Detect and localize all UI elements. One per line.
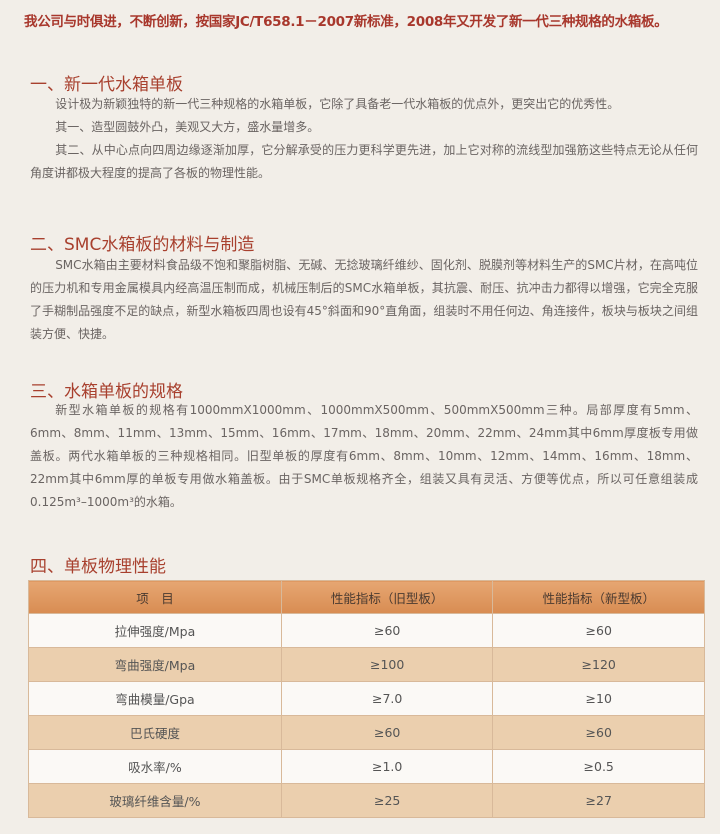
- table-cell: 弯曲模量/Gpa: [28, 681, 282, 716]
- table-cell: ≥10: [492, 681, 705, 716]
- paragraph: 新型水箱单板的规格有1000mmX1000mm、1000mmX500mm、500…: [30, 403, 698, 509]
- table-cell: 吸水率/%: [28, 749, 282, 784]
- header-cell: 性能指标（新型板）: [492, 580, 705, 614]
- header-cell: 项 目: [28, 580, 282, 614]
- table-cell: ≥7.0: [280, 681, 494, 716]
- table-row: 玻璃纤维含量/% ≥25 ≥27: [28, 783, 705, 818]
- table-header: 项 目性能指标（旧型板） 性能指标（新型板）: [28, 580, 705, 614]
- table-row: 吸水率/% ≥1.0 ≥0.5: [28, 749, 705, 784]
- section-body: SMC水箱由主要材料食品级不饱和聚脂树脂、无碱、无捻玻璃纤维纱、固化剂、脱膜剂等…: [30, 254, 698, 346]
- table-cell: ≥0.5: [492, 749, 705, 784]
- section-heading: 三、水箱单板的规格: [30, 382, 183, 402]
- table-cell: ≥60: [492, 613, 705, 648]
- table-cell: ≥25: [280, 783, 494, 818]
- table-cell: ≥60: [280, 613, 494, 648]
- table-cell: ≥27: [492, 783, 705, 818]
- table-cell: ≥1.0: [280, 749, 494, 784]
- table-cell: 拉伸强度/Mpa: [28, 613, 282, 648]
- table-cell: 巴氏硬度: [28, 715, 282, 750]
- header-cell: 性能指标（旧型板）: [280, 580, 494, 614]
- table-row: 拉伸强度/Mpa ≥60 ≥60: [28, 613, 705, 648]
- paragraph: 其一、造型圆鼓外凸，美观又大方，盛水量增多。: [55, 120, 320, 134]
- section-heading: 四、单板物理性能: [30, 557, 166, 577]
- table-cell: 弯曲强度/Mpa: [28, 647, 282, 682]
- table-cell: ≥60: [492, 715, 705, 750]
- table-cell: ≥120: [492, 647, 705, 682]
- table-cell: ≥100: [280, 647, 494, 682]
- paragraph: 其二、从中心点向四周边缘逐渐加厚，它分解承受的压力更科学更先进，加上它对称的流线…: [30, 143, 698, 180]
- property-table: 项 目性能指标（旧型板） 性能指标（新型板） 拉伸强度/Mpa ≥60 ≥60 弯曲强度/…: [28, 580, 705, 818]
- paragraph: 设计极为新颖独特的新一代三种规格的水箱单板，它除了具备老一代水箱板的优点外，更突…: [55, 97, 620, 111]
- section-body: 设计极为新颖独特的新一代三种规格的水箱单板，它除了具备老一代水箱板的优点外，更突…: [30, 93, 698, 185]
- paragraph: SMC水箱由主要材料食品级不饱和聚脂树脂、无碱、无捻玻璃纤维纱、固化剂、脱膜剂等…: [30, 258, 698, 341]
- section-heading: 二、SMC水箱板的材料与制造: [30, 235, 255, 255]
- table-row: 弯曲强度/Mpa ≥100 ≥120: [28, 647, 705, 682]
- section-body: 新型水箱单板的规格有1000mmX1000mm、1000mmX500mm、500…: [30, 399, 698, 514]
- intro: 我公司与时俱进，不断创新，按国家JC/T658.1－2007新标准，2008年又…: [24, 14, 668, 30]
- table-row: 巴氏硬度 ≥60 ≥60: [28, 715, 705, 750]
- section-heading: 一、新一代水箱单板: [30, 75, 183, 95]
- table-cell: 玻璃纤维含量/%: [28, 783, 282, 818]
- table-cell: ≥60: [280, 715, 494, 750]
- table-row: 弯曲模量/Gpa ≥7.0 ≥10: [28, 681, 705, 716]
